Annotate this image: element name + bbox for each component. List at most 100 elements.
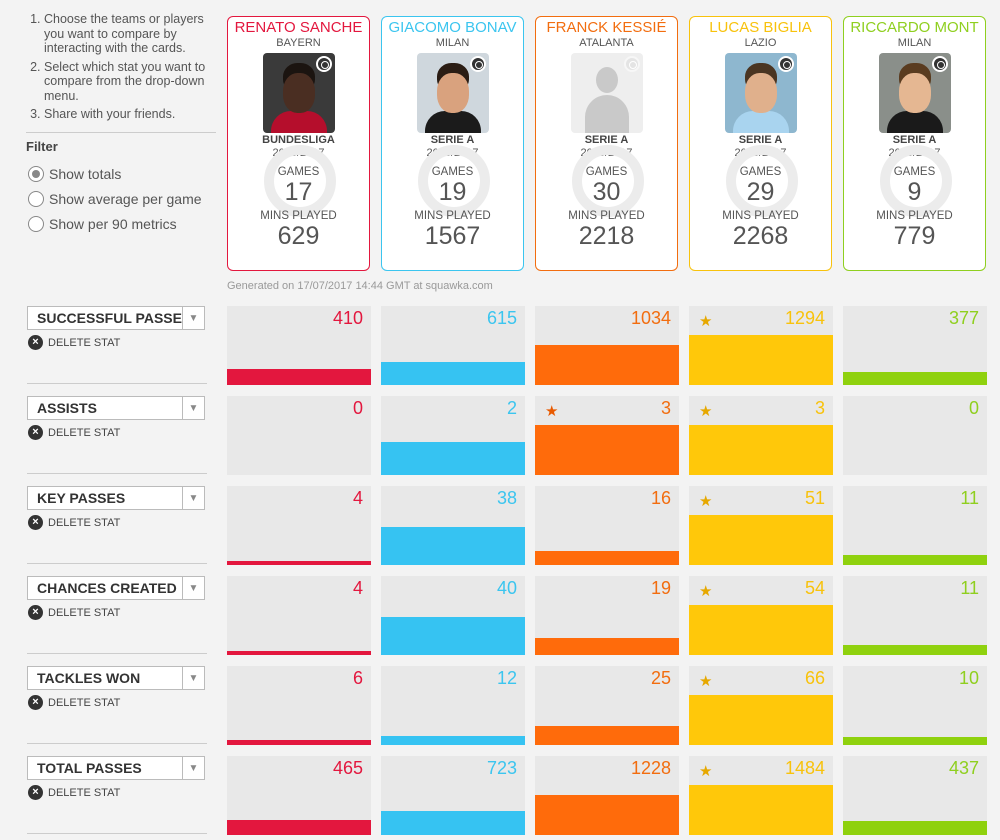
- player-card[interactable]: GIACOMO BONAV MILAN SERIE A 2016/2017 GAMES 1…: [381, 16, 524, 271]
- mins-label: MINS PLAYED: [568, 210, 645, 222]
- delete-stat-label: DELETE STAT: [48, 786, 121, 799]
- stat-dropdown[interactable]: TOTAL PASSES ▼: [27, 756, 205, 780]
- stat-bar: [381, 527, 525, 565]
- stat-bar: [689, 335, 833, 385]
- player-card[interactable]: RENATO SANCHE BAYERN BUNDESLIGA 2016/2017 GA…: [227, 16, 370, 271]
- stat-value: 0: [968, 398, 979, 418]
- stat-cell: 410: [227, 306, 371, 385]
- filter-option-per90[interactable]: Show per 90 metrics: [28, 216, 177, 232]
- stat-bar: [535, 726, 679, 745]
- stat-cell: 2: [381, 396, 525, 475]
- delete-stat-button[interactable]: × DELETE STAT: [28, 515, 120, 530]
- delete-stat-button[interactable]: × DELETE STAT: [28, 425, 120, 440]
- watermark-logo: [418, 145, 490, 217]
- filter-title: Filter: [26, 139, 58, 154]
- player-league: SERIE A: [738, 134, 783, 146]
- stat-value: 410: [332, 308, 363, 328]
- stat-bar: [227, 651, 371, 655]
- stat-value: 10: [958, 668, 979, 688]
- stat-bar: [227, 561, 371, 565]
- games-value: 17: [284, 178, 313, 206]
- stat-value: 6: [352, 668, 363, 688]
- player-photo: [878, 53, 951, 133]
- stat-bar: [227, 369, 371, 385]
- chevron-down-icon[interactable]: ▼: [182, 667, 204, 689]
- player-name[interactable]: LUCAS BIGLIA: [709, 19, 812, 36]
- mins-label: MINS PLAYED: [260, 210, 337, 222]
- stat-dropdown[interactable]: TACKLES WON ▼: [27, 666, 205, 690]
- chevron-down-icon[interactable]: ▼: [182, 577, 204, 599]
- radio-checked[interactable]: [28, 166, 44, 182]
- chevron-down-icon[interactable]: ▼: [182, 487, 204, 509]
- player-card[interactable]: RICCARDO MONT MILAN SERIE A 2016/2017 GAMES 9…: [843, 16, 986, 271]
- player-team: MILAN: [897, 37, 932, 49]
- star-icon: ★: [699, 403, 713, 420]
- stat-bar: [689, 785, 833, 835]
- stat-value: 38: [496, 488, 517, 508]
- games-label: GAMES: [431, 166, 474, 178]
- delete-stat-button[interactable]: × DELETE STAT: [28, 695, 120, 710]
- filter-option-totals[interactable]: Show totals: [28, 166, 121, 182]
- squawka-icon: [931, 56, 948, 72]
- stat-cell: 40: [381, 576, 525, 655]
- stat-cell: 54 ★: [689, 576, 833, 655]
- stat-bar: [381, 811, 525, 835]
- delete-stat-button[interactable]: × DELETE STAT: [28, 605, 120, 620]
- player-card[interactable]: FRANCK KESSIÉ ATALANTA SERIE A 2016/2017 GAM…: [535, 16, 678, 271]
- player-name[interactable]: RENATO SANCHE: [234, 19, 363, 36]
- stat-dropdown[interactable]: ASSISTS ▼: [27, 396, 205, 420]
- stat-value: 1484: [784, 758, 825, 778]
- delete-stat-button[interactable]: × DELETE STAT: [28, 335, 120, 350]
- star-icon: ★: [545, 403, 559, 420]
- player-name[interactable]: FRANCK KESSIÉ: [546, 19, 667, 36]
- delete-stat-button[interactable]: × DELETE STAT: [28, 785, 120, 800]
- stat-bar: [689, 425, 833, 475]
- stat-bar: [689, 695, 833, 745]
- mins-value: 1567: [424, 222, 481, 250]
- player-team: MILAN: [435, 37, 470, 49]
- stat-dropdown[interactable]: KEY PASSES ▼: [27, 486, 205, 510]
- stat-dropdown[interactable]: SUCCESSFUL PASSE ▼: [27, 306, 205, 330]
- player-team: LAZIO: [744, 37, 777, 49]
- stat-value: 0: [352, 398, 363, 418]
- stat-value: 465: [332, 758, 363, 778]
- stat-value: 16: [650, 488, 671, 508]
- radio-unchecked[interactable]: [28, 216, 44, 232]
- radio-unchecked[interactable]: [28, 191, 44, 207]
- stat-value: 12: [496, 668, 517, 688]
- chevron-down-icon[interactable]: ▼: [182, 307, 204, 329]
- stat-label: TACKLES WON: [37, 670, 141, 686]
- games-label: GAMES: [585, 166, 628, 178]
- close-icon: ×: [28, 425, 43, 440]
- stat-value: 2: [506, 398, 517, 418]
- stat-bar: [227, 820, 371, 835]
- stat-bar: [535, 638, 679, 655]
- close-icon: ×: [28, 785, 43, 800]
- stat-value: 51: [804, 488, 825, 508]
- chevron-down-icon[interactable]: ▼: [182, 757, 204, 779]
- close-icon: ×: [28, 335, 43, 350]
- stat-cell: 615: [381, 306, 525, 385]
- star-icon: ★: [699, 493, 713, 510]
- close-icon: ×: [28, 605, 43, 620]
- close-icon: ×: [28, 515, 43, 530]
- filter-option-label: Show per 90 metrics: [49, 216, 177, 232]
- stat-cell: 25: [535, 666, 679, 745]
- player-name[interactable]: GIACOMO BONAV: [388, 19, 517, 36]
- watermark-logo: [880, 145, 952, 217]
- player-league: SERIE A: [584, 134, 629, 146]
- player-photo: [262, 53, 335, 133]
- player-name[interactable]: RICCARDO MONT: [850, 19, 979, 36]
- player-card[interactable]: LUCAS BIGLIA LAZIO SERIE A 2016/2017 GAMES 29…: [689, 16, 832, 271]
- stat-dropdown[interactable]: CHANCES CREATED ▼: [27, 576, 205, 600]
- mins-label: MINS PLAYED: [876, 210, 953, 222]
- squawka-icon: [315, 56, 332, 72]
- stat-cell: 3 ★: [689, 396, 833, 475]
- stat-bar: [843, 372, 987, 385]
- stat-value: 19: [650, 578, 671, 598]
- filter-option-average[interactable]: Show average per game: [28, 191, 202, 207]
- chevron-down-icon[interactable]: ▼: [182, 397, 204, 419]
- stat-cell: 19: [535, 576, 679, 655]
- stat-bar: [535, 795, 679, 835]
- stat-cell: 0: [227, 396, 371, 475]
